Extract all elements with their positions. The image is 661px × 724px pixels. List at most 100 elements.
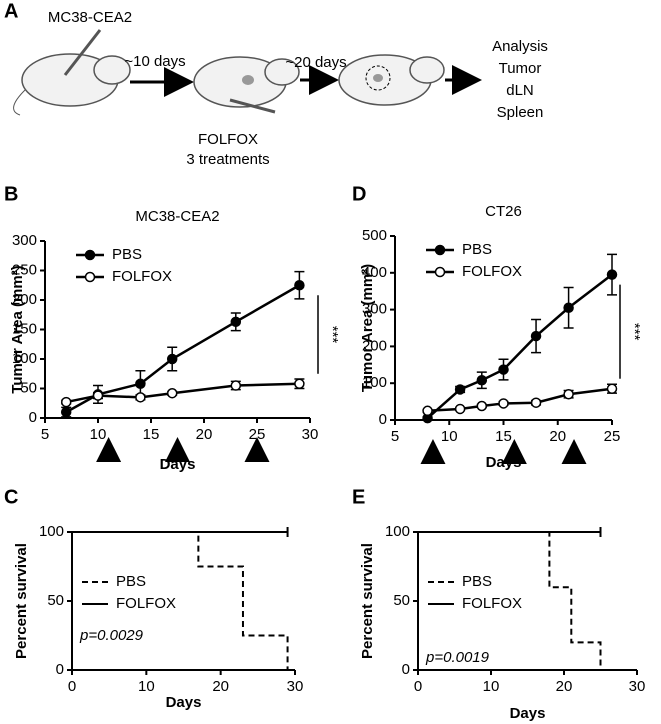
point [530, 397, 542, 408]
significance: *** [324, 326, 341, 344]
chart-title: CT26 [485, 203, 522, 220]
step-label: ~20 days [285, 54, 346, 71]
y-axis-label: Percent survival [13, 543, 30, 659]
y-axis-label: Percent survival [359, 543, 376, 659]
point [230, 316, 242, 328]
point [563, 388, 574, 400]
point [606, 269, 618, 280]
x-tick-label: 25 [604, 428, 621, 445]
x-tick-label: 10 [138, 678, 155, 695]
point [563, 302, 574, 314]
x-axis-label: Days [510, 705, 546, 722]
point [476, 400, 488, 412]
series-line [426, 273, 613, 420]
y-tick-label: 100 [362, 374, 387, 391]
x-tick-label: 5 [41, 426, 49, 443]
panel-label: A [4, 0, 18, 22]
step-label: ~10 days [124, 53, 185, 70]
y-tick-label: 200 [12, 291, 37, 308]
x-tick-label: 5 [391, 428, 399, 445]
x-tick-label: 25 [249, 426, 266, 443]
x-tick-label: 30 [629, 678, 646, 695]
drug-note: 3 treatments [186, 151, 269, 168]
x-tick-label: 10 [483, 678, 500, 695]
y-axis-label: Tumor Area (mm²) [359, 264, 376, 392]
legend-label: FOLFOX [116, 595, 176, 612]
y-tick-label: 50 [47, 592, 64, 609]
y-tick-label: 50 [393, 592, 410, 609]
outcome: dLN [506, 82, 534, 99]
y-tick-label: 500 [362, 227, 387, 244]
legend-marker [434, 244, 446, 256]
survival-curve [72, 527, 289, 537]
y-tick-label: 100 [385, 523, 410, 540]
outcome: Spleen [497, 104, 544, 121]
point [135, 392, 146, 403]
legend-label: FOLFOX [462, 263, 522, 280]
legend-label: PBS [112, 246, 142, 263]
legend-marker [84, 249, 96, 261]
y-tick-label: 100 [39, 523, 64, 540]
legend-label: FOLFOX [112, 268, 172, 285]
point [60, 406, 72, 418]
point [294, 280, 305, 291]
x-tick-label: 30 [302, 426, 319, 443]
outcome: Analysis [492, 38, 548, 55]
point [606, 383, 618, 394]
legend-label: PBS [462, 573, 492, 590]
p-value: p=0.0019 [425, 649, 490, 666]
y-tick-label: 400 [362, 264, 387, 281]
x-tick-label: 10 [441, 428, 458, 445]
point [422, 405, 433, 417]
x-axis-label: Days [166, 694, 202, 711]
point [230, 380, 242, 391]
x-tick-label: 0 [414, 678, 422, 695]
mouse [338, 54, 445, 106]
x-tick-label: 15 [495, 428, 512, 445]
survival-curve [418, 527, 602, 537]
survival-curve [72, 531, 289, 670]
y-tick-label: 0 [379, 411, 387, 428]
point [498, 364, 509, 375]
y-axis-label: Tumor Area (mm²) [9, 265, 26, 393]
y-tick-label: 0 [402, 661, 410, 678]
point [454, 384, 466, 395]
legend-label: FOLFOX [462, 595, 522, 612]
y-tick-label: 100 [12, 350, 37, 367]
point [530, 330, 542, 342]
panel-label: B [4, 183, 18, 205]
chart-title: MC38-CEA2 [135, 208, 219, 225]
point [498, 398, 509, 409]
series-line [65, 382, 300, 404]
point [166, 353, 178, 365]
x-axis-label: Days [486, 454, 522, 471]
y-tick-label: 50 [20, 379, 37, 396]
mouse [13, 29, 131, 116]
point [92, 390, 104, 401]
point [294, 378, 305, 390]
significance: *** [626, 323, 643, 341]
legend-label: PBS [116, 573, 146, 590]
x-tick-label: 15 [143, 426, 160, 443]
legend-marker [434, 266, 446, 278]
y-tick-label: 300 [362, 301, 387, 318]
point [60, 396, 72, 408]
outcome: Tumor [499, 60, 542, 77]
y-tick-label: 200 [362, 337, 387, 354]
mouse [193, 56, 300, 114]
x-tick-label: 20 [196, 426, 213, 443]
schematic: A MC38-CEA2 ~10 days ~20 days FOLFOX 3 t… [4, 0, 548, 168]
point [135, 378, 146, 390]
legend-marker [84, 271, 96, 283]
x-tick-label: 20 [556, 678, 573, 695]
y-tick-label: 150 [12, 320, 37, 337]
cell-line: MC38-CEA2 [48, 9, 132, 26]
y-tick-label: 300 [12, 232, 37, 249]
point [166, 387, 178, 399]
p-value: p=0.0029 [79, 627, 144, 644]
y-tick-label: 250 [12, 261, 37, 278]
y-tick-label: 0 [29, 409, 37, 426]
panel-label: D [352, 183, 366, 205]
